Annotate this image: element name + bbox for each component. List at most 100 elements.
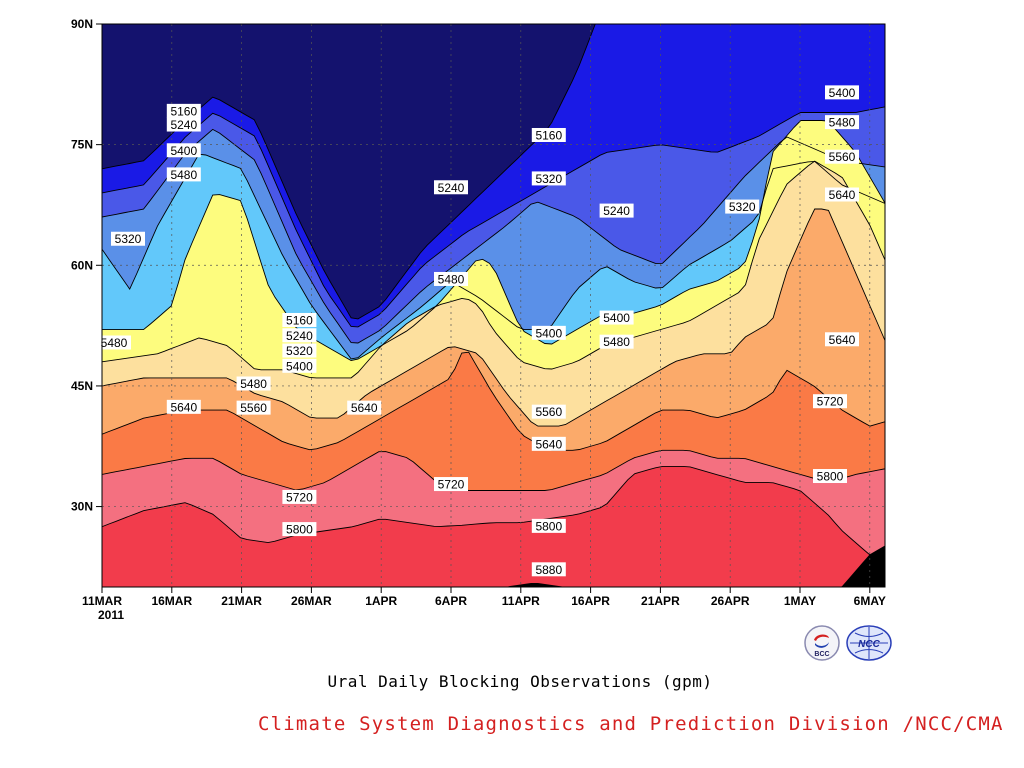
y-tick-label: 90N [71,17,93,31]
svg-text:5560: 5560 [535,405,562,419]
contour-line-5400 [102,153,885,360]
bcc-logo-text: BCC [814,651,829,658]
organization-name: Climate System Diagnostics and Predictio… [258,713,1004,735]
contour-label: 5560 [236,400,271,415]
x-tick-label: 21APR [641,594,680,608]
contour-label: 5880 [531,562,566,577]
x-tick-label: 1APR [365,594,397,608]
ncc-logo-icon: NCC [846,624,892,662]
svg-text:5800: 5800 [286,523,313,537]
svg-text:5640: 5640 [829,188,856,202]
svg-text:5480: 5480 [101,336,128,350]
contour-label: 5160 [531,127,566,142]
contour-label: 5400 [166,143,201,158]
contour-label: 5720 [434,477,468,492]
svg-text:5320: 5320 [286,344,313,358]
y-tick-label: 75N [71,138,93,152]
svg-text:5480: 5480 [603,335,630,349]
svg-text:5160: 5160 [170,104,197,118]
y-tick-label: 60N [71,258,93,272]
contour-label: 5400 [825,85,859,100]
band-above-undefined [507,546,885,587]
contour-label: 5320 [531,171,566,186]
contour-label: 5240 [434,180,468,195]
svg-text:5800: 5800 [817,470,844,484]
contour-bands [102,24,885,587]
x-tick-label: 26MAR [291,594,332,608]
contour-label: 5240 [166,117,201,132]
contour-label: 5480 [825,115,859,130]
svg-text:5720: 5720 [286,490,313,504]
svg-text:5320: 5320 [115,232,142,246]
x-tick-label: 11MAR [82,594,122,608]
svg-text:5640: 5640 [170,400,197,414]
x-tick-label: 21MAR [221,594,262,608]
svg-text:5160: 5160 [535,128,562,142]
contour-label: 5480 [236,376,271,391]
contour-label: 5320 [111,231,145,246]
svg-text:5480: 5480 [438,272,465,286]
band-above-5880 [102,466,885,587]
contour-line-5720 [102,351,885,451]
contour-label: 5400 [531,325,566,340]
svg-text:5480: 5480 [240,377,267,391]
svg-text:5400: 5400 [535,326,562,340]
contour-label: 5640 [166,399,201,414]
svg-text:5800: 5800 [535,519,562,533]
contour-label: 5800 [531,518,566,533]
plot-frame [101,23,886,588]
contour-label: 5720 [282,489,317,504]
ncc-logo-text: NCC [858,639,880,650]
x-tick-label: 6APR [435,594,467,608]
x-tick-label: 11APR [502,594,540,608]
contour-label: 5240 [282,328,317,343]
contour-label: 5720 [813,394,847,409]
svg-text:5400: 5400 [603,311,630,325]
x-axis: 11MAR 16MAR 21MAR 26MAR 1APR 6APR 11APR 16APR 21… [82,587,886,622]
contour-labels: 5160524054005480532054805160524053205400… [97,85,859,577]
svg-text:5560: 5560 [240,401,267,415]
contour-label: 5400 [599,310,634,325]
x-tick-label: 16APR [571,594,610,608]
contour-label: 5640 [825,187,859,202]
svg-text:5480: 5480 [829,116,856,130]
chart-title: Ural Daily Blocking Observations (gpm) [327,672,713,691]
contour-label: 5400 [282,358,317,373]
contour-line-5160 [102,24,596,320]
contour-label: 5480 [599,334,634,349]
contour-label: 5480 [97,335,131,350]
contour-label: 5320 [282,343,317,358]
x-tick-label: 1MAY [784,594,816,608]
svg-text:5720: 5720 [438,478,465,492]
y-tick-label: 30N [71,500,93,514]
contour-line-5560 [102,160,885,379]
svg-text:5320: 5320 [535,172,562,186]
contour-label: 5640 [825,332,859,347]
svg-text:5400: 5400 [286,359,313,373]
contour-label: 5480 [434,271,468,286]
svg-text:5480: 5480 [170,168,197,182]
svg-text:5640: 5640 [829,333,856,347]
x-tick-label: 16MAR [151,594,192,608]
contour-label: 5560 [531,404,566,419]
contour-label: 5800 [813,469,847,484]
y-tick-label: 45N [71,379,93,393]
y-axis: 90N 75N 60N 45N 30N [71,17,102,514]
contour-label: 5320 [725,199,760,214]
svg-text:5240: 5240 [286,329,313,343]
bcc-logo-icon: BCC [803,624,841,662]
svg-text:5640: 5640 [351,401,378,415]
x-tick-label: 26APR [711,594,750,608]
contour-line-5640 [102,208,885,427]
contour-label: 5640 [531,436,566,451]
svg-text:5400: 5400 [170,144,197,158]
contour-line-5880 [102,465,885,565]
x-year-label: 2011 [98,608,124,622]
contour-label: 5800 [282,522,317,537]
contour-line-5800 [102,449,885,491]
svg-text:5240: 5240 [170,118,197,132]
svg-text:5240: 5240 [603,204,630,218]
contour-label: 5240 [599,203,634,218]
contour-label: 5640 [347,400,382,415]
